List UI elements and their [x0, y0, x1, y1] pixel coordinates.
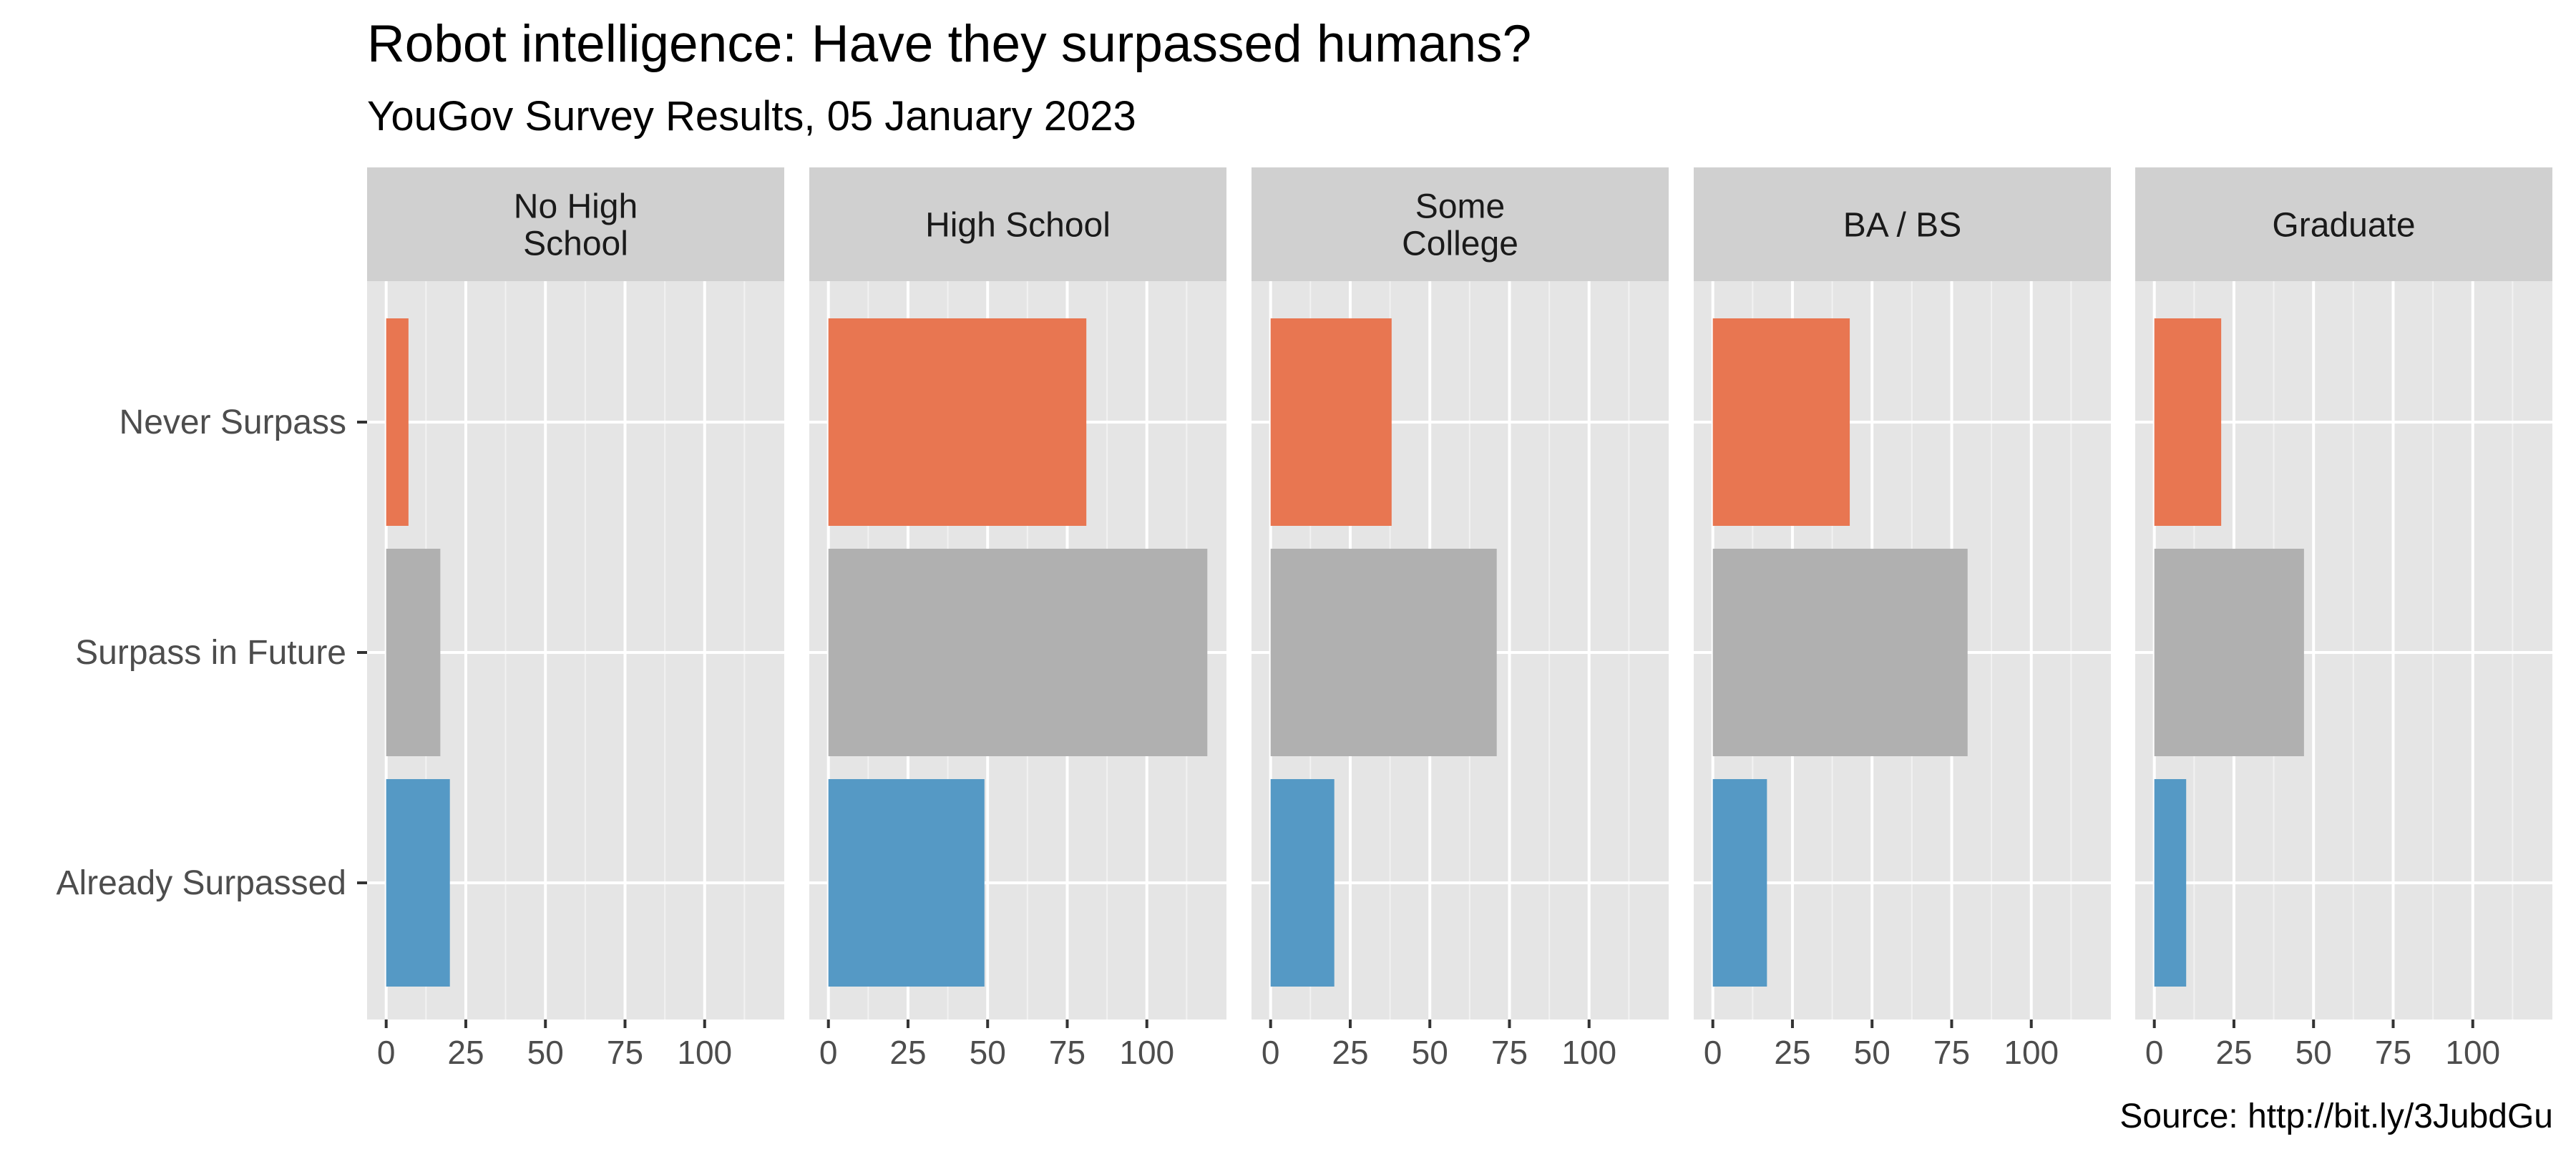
bar-never-surpass	[2154, 318, 2222, 526]
x-tick-label: 25	[1332, 1034, 1368, 1071]
x-tick-label: 25	[2215, 1034, 2252, 1071]
x-tick-label: 50	[970, 1034, 1006, 1071]
facet-panel-graduate: Graduate 0 25 50 75 100	[2135, 167, 2552, 1071]
bar-surpass-in-future	[386, 549, 441, 756]
facet-panel-ba-bs: BA / BS 0 25 50 75 100	[1694, 167, 2111, 1071]
x-tick-label: 50	[1412, 1034, 1448, 1071]
x-tick-label: 100	[2445, 1034, 2500, 1071]
x-tick-label: 100	[1119, 1034, 1174, 1071]
x-tick-label: 75	[1933, 1034, 1970, 1071]
y-tick-label-never-surpass: Never Surpass	[119, 404, 346, 441]
facet-label: Graduate	[2272, 207, 2415, 245]
facet-label: No High	[514, 188, 638, 226]
bar-never-surpass	[828, 318, 1087, 526]
x-tick-label: 0	[819, 1034, 838, 1071]
x-tick-label: 0	[1262, 1034, 1280, 1071]
chart-title: Robot intelligence: Have they surpassed …	[367, 15, 1531, 73]
x-tick-label: 100	[2004, 1034, 2059, 1071]
chart-subtitle: YouGov Survey Results, 05 January 2023	[367, 93, 1136, 140]
x-tick-label: 100	[1561, 1034, 1616, 1071]
bar-already-surpassed	[386, 779, 450, 987]
bar-never-surpass	[1270, 318, 1392, 526]
bar-already-surpassed	[1270, 779, 1335, 987]
x-tick-label: 100	[677, 1034, 732, 1071]
x-tick-label: 75	[1491, 1034, 1528, 1071]
facet-label: Some	[1415, 188, 1505, 226]
x-tick-label: 75	[607, 1034, 643, 1071]
x-tick-label: 50	[2296, 1034, 2332, 1071]
bar-already-surpassed	[828, 779, 985, 987]
facet-label: High School	[925, 207, 1111, 245]
bar-surpass-in-future	[1270, 549, 1497, 756]
bar-surpass-in-future	[2154, 549, 2304, 756]
y-tick-label-surpass-in-future: Surpass in Future	[75, 634, 346, 672]
facet-strip	[1252, 167, 1669, 281]
bar-already-surpassed	[2154, 779, 2187, 987]
x-tick-label: 75	[2375, 1034, 2411, 1071]
facet-label: College	[1402, 225, 1518, 263]
facet-strip	[809, 167, 1226, 281]
x-tick-label: 25	[447, 1034, 484, 1071]
x-tick-label: 25	[889, 1034, 926, 1071]
bar-already-surpassed	[1712, 779, 1767, 987]
x-tick-label: 0	[1704, 1034, 1722, 1071]
x-tick-label: 0	[377, 1034, 396, 1071]
facet-strip	[1694, 167, 2111, 281]
y-axis: Never Surpass Surpass in Future Already Su…	[56, 404, 367, 902]
facet-panel-high-school: High School 0 25 50 75 100	[809, 167, 1226, 1071]
bar-never-surpass	[386, 318, 409, 526]
y-tick-label-already-surpassed: Already Surpassed	[56, 864, 346, 902]
facet-strip	[367, 167, 784, 281]
facet-label: BA / BS	[1843, 207, 1961, 245]
x-tick-label: 25	[1774, 1034, 1810, 1071]
x-tick-label: 50	[1854, 1034, 1890, 1071]
x-tick-label: 0	[2145, 1034, 2164, 1071]
x-tick-label: 75	[1049, 1034, 1085, 1071]
bar-never-surpass	[1712, 318, 1850, 526]
chart-caption: Source: http://bit.ly/3JubdGu	[2119, 1097, 2553, 1135]
bar-surpass-in-future	[828, 549, 1208, 756]
x-tick-label: 50	[527, 1034, 564, 1071]
bar-surpass-in-future	[1712, 549, 1968, 756]
facet-strip	[2135, 167, 2552, 281]
facet-label: School	[523, 225, 628, 263]
